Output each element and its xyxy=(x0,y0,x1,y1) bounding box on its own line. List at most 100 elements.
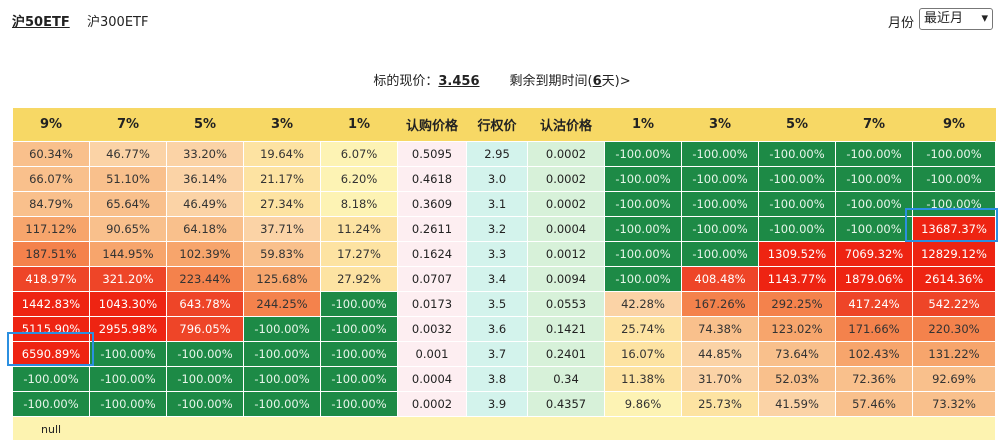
return-cell: 60.34% xyxy=(12,141,90,167)
return-cell: -100.00% xyxy=(89,341,167,367)
return-cell: 125.68% xyxy=(243,266,321,292)
expiry-suffix: 天)> xyxy=(601,74,631,89)
return-cell: 2955.98% xyxy=(89,316,167,342)
data-row: 66.07% 51.10% 36.14% 21.17% 6.20% 0.4618 3.0 0.… xyxy=(12,166,996,192)
data-row: 6590.89% -100.00% -100.00% -100.00% -100.00%… xyxy=(12,341,996,367)
return-cell: 16.07% xyxy=(604,341,682,367)
option-table: 9% 7% 5% 3% 1% 认购价格 行权价 认沽价格 1% 3% 5% 7% 9% 60.34% 46.… xyxy=(12,108,996,440)
return-cell: 17.27% xyxy=(320,241,398,267)
return-cell: 223.44% xyxy=(166,266,244,292)
return-cell: -100.00% xyxy=(320,391,398,417)
tab[interactable]: 沪300ETF xyxy=(87,15,149,30)
return-cell: 2614.36% xyxy=(912,266,996,292)
data-row: 60.34% 46.77% 33.20% 19.64% 6.07% 0.5095 2.95 0… xyxy=(12,141,996,167)
return-cell: -100.00% xyxy=(604,216,682,242)
price: 3.456 xyxy=(438,74,480,89)
price-cell: 3.9 xyxy=(466,391,528,417)
return-cell: -100.00% xyxy=(835,141,913,167)
return-cell: 51.10% xyxy=(89,166,167,192)
data-row: 5115.90% 2955.98% 796.05% -100.00% -100.00% 0… xyxy=(12,316,996,342)
return-cell: 1143.77% xyxy=(758,266,836,292)
return-cell: -100.00% xyxy=(320,291,398,317)
price-cell: 0.4357 xyxy=(527,391,605,417)
return-cell: 1309.52% xyxy=(758,241,836,267)
price-cell: 0.0002 xyxy=(527,166,605,192)
return-cell: 643.78% xyxy=(166,291,244,317)
return-cell: 73.32% xyxy=(912,391,996,417)
header-cell: 5% xyxy=(758,108,836,142)
return-cell: 417.24% xyxy=(835,291,913,317)
return-cell: -100.00% xyxy=(166,366,244,392)
info-bar: 标的现价：3.456 剩余到期时间(6天)> xyxy=(0,70,1004,89)
return-cell: -100.00% xyxy=(320,316,398,342)
return-cell: 42.28% xyxy=(604,291,682,317)
header-cell: 7% xyxy=(89,108,167,142)
return-cell: 25.74% xyxy=(604,316,682,342)
return-cell: 46.77% xyxy=(89,141,167,167)
return-cell: -100.00% xyxy=(758,191,836,217)
header-cell: 3% xyxy=(243,108,321,142)
return-cell: 8.18% xyxy=(320,191,398,217)
return-cell: 244.25% xyxy=(243,291,321,317)
return-cell: -100.00% xyxy=(912,191,996,217)
month-label: 月份 xyxy=(888,16,915,31)
return-cell: 542.22% xyxy=(912,291,996,317)
price-cell: 0.3609 xyxy=(397,191,467,217)
return-cell: 11.38% xyxy=(604,366,682,392)
expiry-prefix: 剩余到期时间( xyxy=(509,74,593,89)
price-cell: 3.5 xyxy=(466,291,528,317)
return-cell: -100.00% xyxy=(681,166,759,192)
footer-cell: null xyxy=(12,416,996,440)
return-cell: 19.64% xyxy=(243,141,321,167)
return-cell: 73.64% xyxy=(758,341,836,367)
header-cell: 1% xyxy=(604,108,682,142)
return-cell: 7069.32% xyxy=(835,241,913,267)
expiry-days[interactable]: 6 xyxy=(592,74,602,89)
price-cell: 0.1624 xyxy=(397,241,467,267)
return-cell: 796.05% xyxy=(166,316,244,342)
price-cell: 0.0553 xyxy=(527,291,605,317)
price-cell: 0.0002 xyxy=(527,191,605,217)
return-cell: 37.71% xyxy=(243,216,321,242)
return-cell: 65.64% xyxy=(89,191,167,217)
return-cell: -100.00% xyxy=(758,141,836,167)
return-cell: 167.26% xyxy=(681,291,759,317)
price-cell: 0.0032 xyxy=(397,316,467,342)
price-cell: 0.0002 xyxy=(527,141,605,167)
tab[interactable]: 沪50ETF xyxy=(12,15,70,30)
price-cell: 0.0004 xyxy=(527,216,605,242)
return-cell: 36.14% xyxy=(166,166,244,192)
price-cell: 3.6 xyxy=(466,316,528,342)
return-cell: -100.00% xyxy=(243,366,321,392)
return-cell: 1879.06% xyxy=(835,266,913,292)
return-cell: -100.00% xyxy=(912,141,996,167)
return-cell: 31.70% xyxy=(681,366,759,392)
return-cell: -100.00% xyxy=(681,141,759,167)
month-select[interactable]: 最近月 xyxy=(919,8,993,30)
return-cell: 64.18% xyxy=(166,216,244,242)
return-cell: -100.00% xyxy=(166,341,244,367)
price-cell: 3.4 xyxy=(466,266,528,292)
highlight-box xyxy=(7,332,94,366)
return-cell: -100.00% xyxy=(243,391,321,417)
return-cell: -100.00% xyxy=(835,166,913,192)
return-cell: -100.00% xyxy=(604,266,682,292)
price-cell: 3.8 xyxy=(466,366,528,392)
price-label: 标的现价： xyxy=(373,74,439,89)
data-row: 418.97% 321.20% 223.44% 125.68% 27.92% 0.0707… xyxy=(12,266,996,292)
return-cell: -100.00% xyxy=(320,366,398,392)
return-cell: 6.07% xyxy=(320,141,398,167)
data-row: 117.12% 90.65% 64.18% 37.71% 11.24% 0.2611 3.2… xyxy=(12,216,996,242)
return-cell: -100.00% xyxy=(681,216,759,242)
return-cell: 187.51% xyxy=(12,241,90,267)
return-cell: -100.00% xyxy=(604,191,682,217)
return-cell: 66.07% xyxy=(12,166,90,192)
return-cell: 27.34% xyxy=(243,191,321,217)
highlight-box xyxy=(905,208,998,242)
return-cell: 74.38% xyxy=(681,316,759,342)
data-row: 1442.83% 1043.30% 643.78% 244.25% -100.00% 0.… xyxy=(12,291,996,317)
price-cell: 0.5095 xyxy=(397,141,467,167)
price-cell: 0.0707 xyxy=(397,266,467,292)
header-cell: 9% xyxy=(12,108,90,142)
data-row: -100.00% -100.00% -100.00% -100.00% -100.00%… xyxy=(12,366,996,392)
